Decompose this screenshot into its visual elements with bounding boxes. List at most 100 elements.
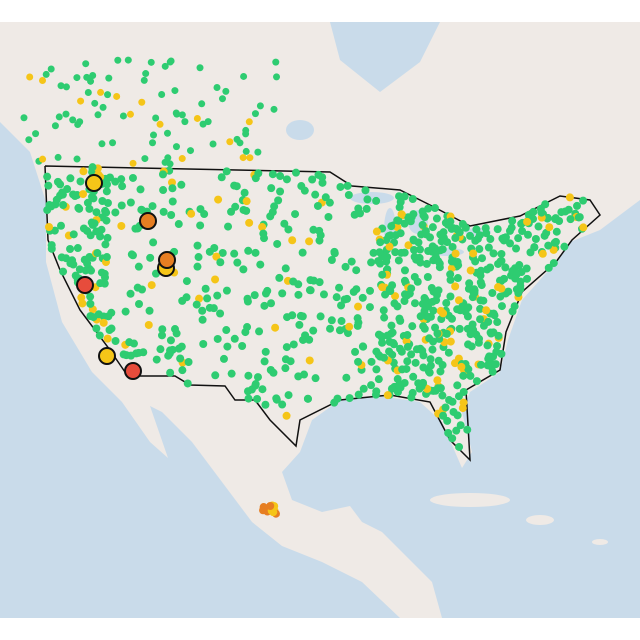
site-marker: [66, 174, 75, 183]
site-marker: [485, 352, 494, 361]
site-marker: [117, 221, 126, 230]
site-marker: [193, 262, 202, 271]
site-marker: [278, 289, 287, 298]
site-marker: [198, 100, 206, 108]
site-marker: [476, 296, 485, 305]
site-marker: [75, 265, 84, 274]
site-marker: [239, 205, 248, 214]
site-marker: [327, 316, 336, 325]
site-marker: [126, 351, 135, 360]
site-marker: [497, 284, 506, 293]
site-marker: [426, 361, 435, 370]
site-marker: [299, 335, 308, 344]
site-marker: [52, 195, 61, 204]
site-marker: [391, 248, 400, 257]
site-marker: [444, 428, 453, 437]
site-marker: [337, 301, 346, 310]
site-marker: [213, 334, 222, 343]
site-marker: [400, 296, 409, 305]
site-marker: [254, 148, 262, 156]
site-marker: [352, 266, 361, 275]
site-marker: [403, 331, 412, 340]
site-marker: [367, 258, 376, 267]
site-marker: [158, 170, 167, 179]
site-marker: [372, 365, 381, 374]
site-marker: [269, 368, 278, 377]
site-marker: [145, 306, 154, 315]
site-marker: [475, 245, 484, 254]
site-marker: [205, 247, 214, 256]
site-marker: [226, 138, 234, 146]
site-marker: [300, 186, 309, 195]
site-marker: [416, 312, 425, 321]
site-marker: [89, 72, 97, 80]
site-marker: [178, 155, 186, 163]
site-marker: [449, 407, 458, 416]
site-marker: [337, 317, 346, 326]
site-marker: [39, 155, 47, 163]
alert-marker: [139, 212, 157, 230]
site-marker: [429, 306, 438, 315]
site-marker: [378, 338, 387, 347]
site-marker: [219, 354, 228, 363]
site-marker: [158, 325, 167, 334]
site-marker: [438, 391, 447, 400]
site-marker: [266, 212, 275, 221]
site-marker: [84, 88, 92, 96]
site-marker: [289, 277, 298, 286]
site-marker: [497, 349, 506, 358]
site-marker: [403, 357, 412, 366]
site-marker: [367, 357, 376, 366]
site-marker: [26, 73, 34, 81]
site-marker: [209, 140, 217, 148]
site-marker: [82, 60, 90, 68]
site-marker: [138, 285, 147, 294]
site-marker: [494, 331, 503, 340]
site-marker: [375, 248, 384, 257]
site-marker: [79, 167, 88, 176]
site-marker: [194, 253, 203, 262]
site-marker: [530, 243, 539, 252]
site-marker: [552, 227, 561, 236]
site-marker: [493, 342, 502, 351]
site-marker: [244, 246, 253, 255]
site-marker: [174, 220, 183, 229]
site-marker: [436, 246, 445, 255]
site-marker: [25, 136, 33, 144]
site-marker: [365, 303, 374, 312]
site-marker: [214, 195, 223, 204]
site-marker: [387, 321, 396, 330]
site-marker: [382, 236, 391, 245]
site-marker: [199, 340, 208, 349]
site-marker: [86, 299, 95, 308]
site-marker: [358, 342, 367, 351]
site-marker: [150, 131, 158, 139]
site-marker: [354, 357, 363, 366]
site-marker: [566, 215, 575, 224]
site-marker: [408, 195, 417, 204]
site-marker: [251, 248, 260, 257]
site-marker: [83, 73, 91, 81]
site-marker: [62, 110, 70, 118]
site-marker: [444, 220, 453, 229]
site-marker: [330, 247, 339, 256]
site-marker: [410, 245, 419, 254]
site-marker: [201, 284, 210, 293]
site-marker: [44, 181, 53, 190]
site-marker: [144, 320, 153, 329]
alert-marker: [158, 251, 176, 269]
site-marker: [383, 252, 392, 261]
site-marker: [549, 259, 558, 268]
site-marker: [166, 368, 175, 377]
site-marker: [137, 205, 146, 214]
site-marker: [152, 114, 160, 122]
site-marker: [223, 342, 232, 351]
site-marker: [410, 252, 419, 261]
site-marker: [363, 195, 372, 204]
site-marker: [478, 254, 487, 263]
alert-marker: [124, 362, 142, 380]
site-marker: [298, 248, 307, 257]
site-marker: [97, 225, 106, 234]
site-marker: [374, 257, 383, 266]
site-marker: [518, 227, 527, 236]
